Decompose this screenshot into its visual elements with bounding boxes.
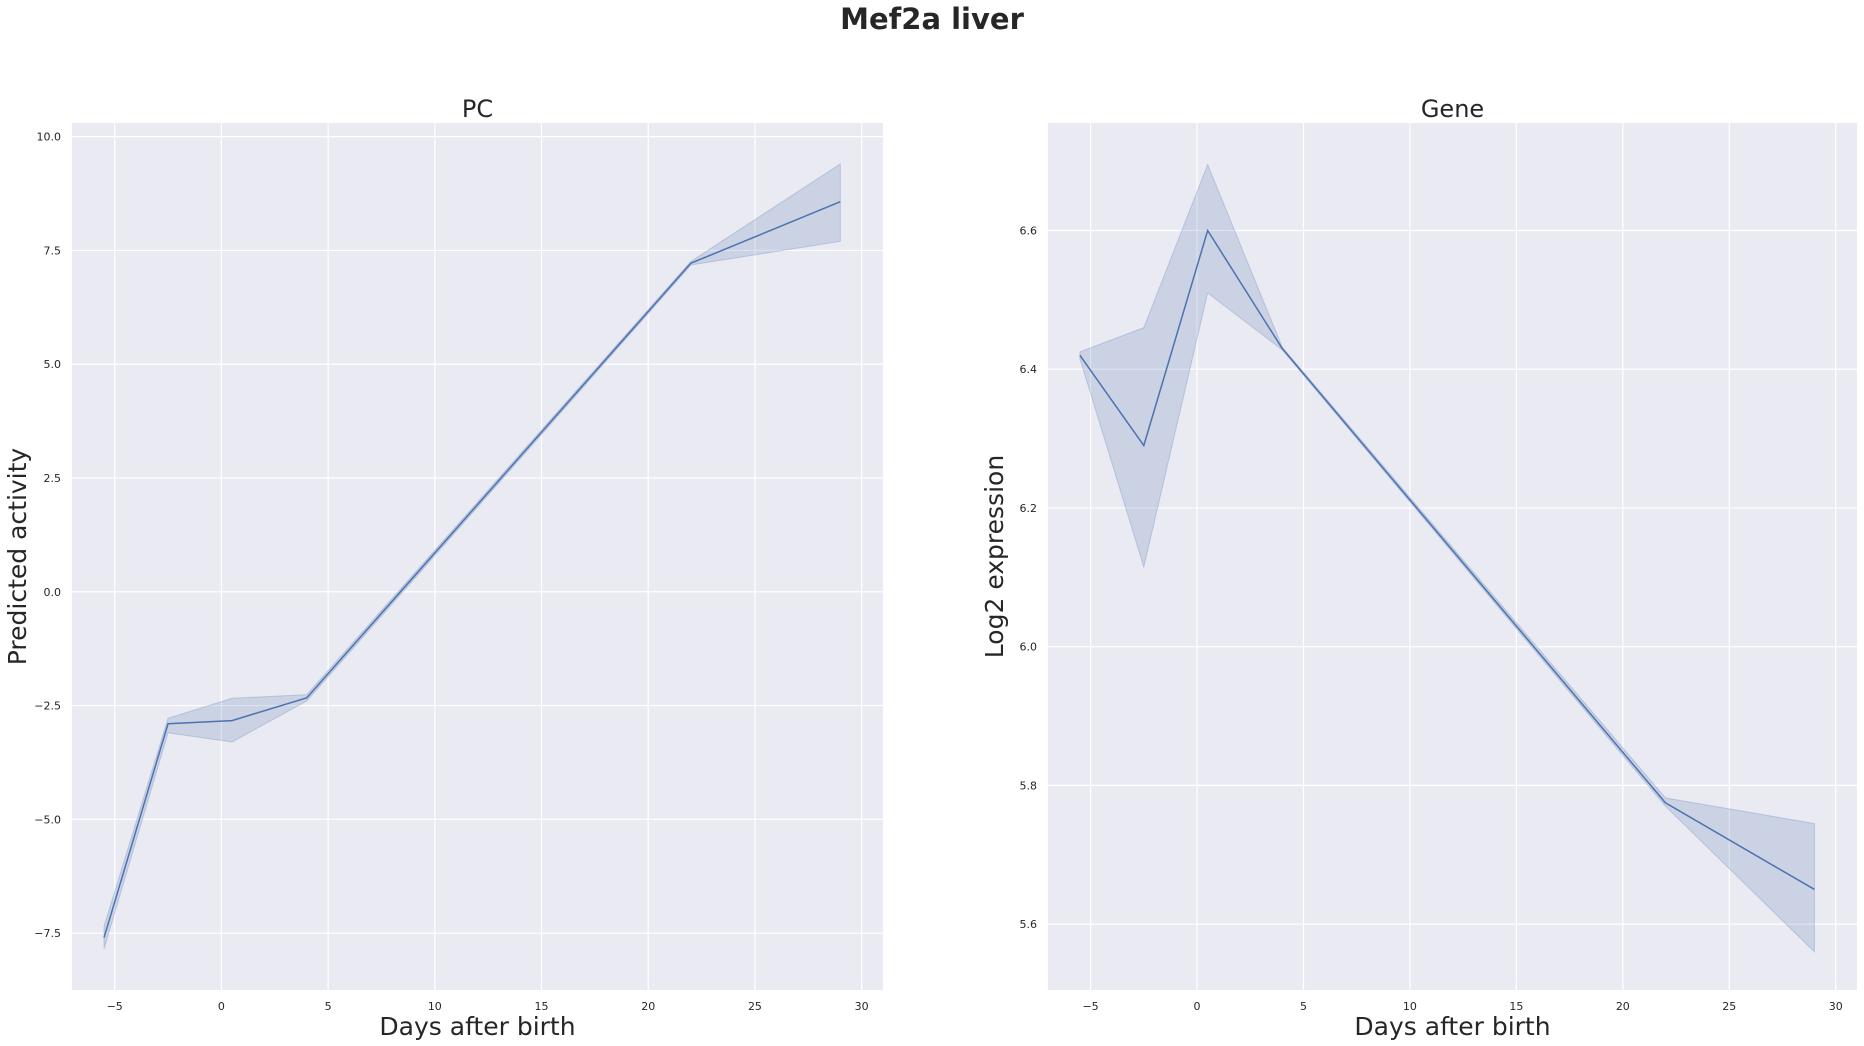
y-tick-label: 5.6 bbox=[1020, 918, 1038, 931]
x-tick-label: 0 bbox=[1194, 1000, 1201, 1013]
plot-background bbox=[72, 123, 883, 990]
subplot-title: Gene bbox=[1421, 95, 1484, 123]
x-tick-label: 20 bbox=[1616, 1000, 1630, 1013]
y-axis-label: Predicted activity bbox=[3, 448, 32, 666]
y-tick-label: −5.0 bbox=[34, 813, 61, 826]
x-axis-label: Days after birth bbox=[379, 1012, 575, 1041]
y-tick-label: 6.0 bbox=[1020, 641, 1038, 654]
y-tick-label: 5.8 bbox=[1020, 779, 1038, 792]
x-tick-label: 10 bbox=[428, 1000, 442, 1013]
series-line bbox=[103, 201, 841, 938]
y-tick-label: 6.2 bbox=[1020, 502, 1038, 515]
x-tick-label: 5 bbox=[325, 1000, 332, 1013]
y-axis-label: Log2 expression bbox=[980, 455, 1009, 658]
x-tick-label: 30 bbox=[855, 1000, 869, 1013]
y-tick-label: 0.0 bbox=[44, 586, 62, 599]
x-tick-label: 30 bbox=[1829, 1000, 1843, 1013]
y-tick-label: 7.5 bbox=[44, 244, 62, 257]
y-tick-label: 2.5 bbox=[44, 472, 62, 485]
x-tick-label: 25 bbox=[748, 1000, 762, 1013]
x-tick-label: −5 bbox=[1082, 1000, 1098, 1013]
x-tick-label: 0 bbox=[218, 1000, 225, 1013]
y-tick-label: 5.0 bbox=[44, 358, 62, 371]
x-tick-label: −5 bbox=[107, 1000, 123, 1013]
x-tick-label: 20 bbox=[641, 1000, 655, 1013]
figure-title: Mef2a liver bbox=[840, 2, 1024, 36]
x-tick-label: 15 bbox=[535, 1000, 549, 1013]
y-tick-label: −2.5 bbox=[34, 700, 61, 713]
confidence-band bbox=[103, 163, 841, 950]
x-tick-label: 10 bbox=[1403, 1000, 1417, 1013]
x-tick-label: 5 bbox=[1300, 1000, 1307, 1013]
y-tick-label: −7.5 bbox=[34, 927, 61, 940]
subplot-title: PC bbox=[462, 95, 493, 123]
y-tick-label: 6.6 bbox=[1020, 225, 1038, 238]
y-tick-label: 10.0 bbox=[37, 131, 62, 144]
x-tick-label: 15 bbox=[1509, 1000, 1523, 1013]
series-line bbox=[1079, 228, 1815, 891]
subplot-0: −5 0 5 10 15 20 25 30 −7.5 −5.0 −2.5 0.0 2.5 5.0 7.5 10… bbox=[3, 95, 883, 1041]
y-tick-label: 6.4 bbox=[1020, 363, 1038, 376]
x-axis-label: Days after birth bbox=[1354, 1012, 1550, 1041]
confidence-band bbox=[1079, 163, 1815, 954]
subplot-1: −5 0 5 10 15 20 25 30 5.6 5.8 6.0 6.2 6.4 6.6 Gene Days… bbox=[980, 95, 1857, 1041]
plot-background bbox=[1048, 123, 1857, 990]
x-tick-label: 25 bbox=[1722, 1000, 1736, 1013]
